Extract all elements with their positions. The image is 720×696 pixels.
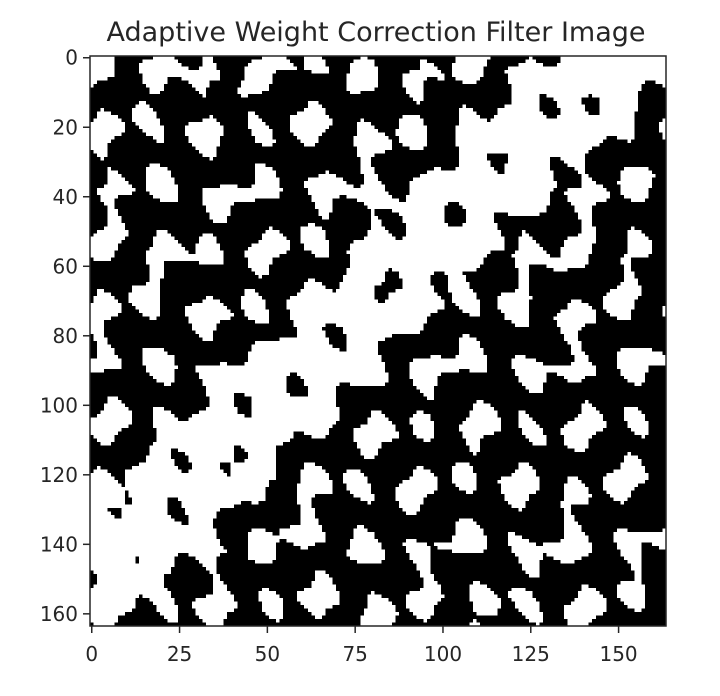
y-tick-label: 160 [40, 602, 78, 626]
y-tick-label: 80 [53, 324, 78, 348]
x-axis: 0 25 50 75 100 125 150 [85, 626, 638, 666]
x-tick-label: 150 [599, 642, 637, 666]
x-tick-label: 125 [512, 642, 550, 666]
axes-frame [89, 55, 667, 627]
y-axis: 0 20 40 60 80 100 120 140 160 [40, 46, 90, 626]
x-tick-label: 100 [424, 642, 462, 666]
chart-title: Adaptive Weight Correction Filter Image [107, 17, 646, 48]
y-tick-label: 40 [53, 185, 78, 209]
y-tick-label: 140 [40, 532, 78, 556]
y-tick-label: 100 [40, 393, 78, 417]
x-tick-label: 0 [85, 642, 98, 666]
x-tick-label: 25 [167, 642, 192, 666]
y-tick-label: 120 [40, 463, 78, 487]
y-tick-label: 60 [53, 254, 78, 278]
filter-image-raster [90, 56, 666, 626]
y-tick-label: 20 [53, 115, 78, 139]
x-tick-label: 50 [255, 642, 280, 666]
y-tick-label: 0 [65, 46, 78, 70]
x-tick-label: 75 [342, 642, 367, 666]
filter-image [90, 56, 666, 626]
